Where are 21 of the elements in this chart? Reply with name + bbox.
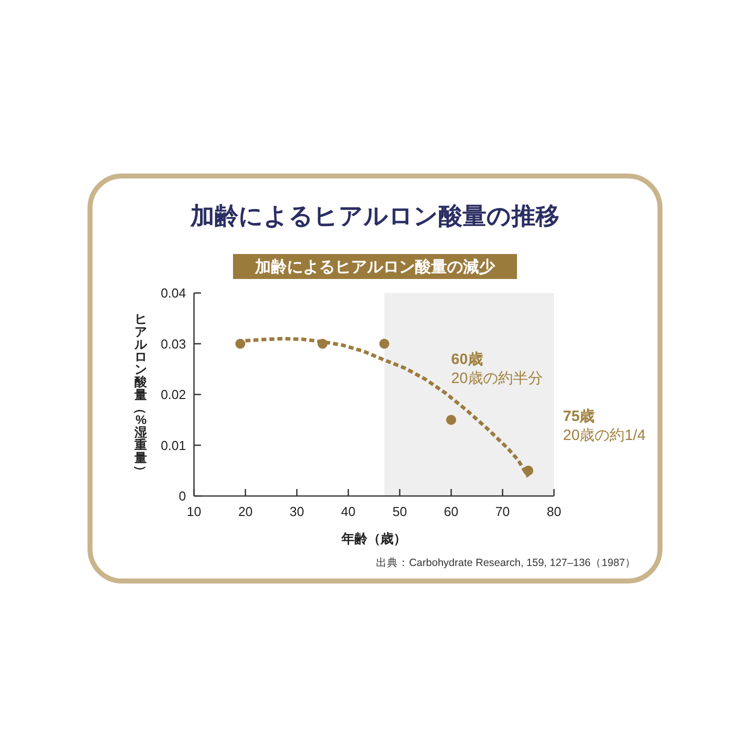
x-tick-label: 50 xyxy=(392,504,407,519)
x-tick-label: 10 xyxy=(186,504,202,519)
title: 加齢によるヒアルロン酸量の推移 xyxy=(190,203,560,230)
x-tick-label: 80 xyxy=(546,504,562,519)
x-tick-label: 60 xyxy=(444,504,458,519)
x-tick-label: 70 xyxy=(495,504,510,519)
chart-subtitle: 加齢によるヒアルロン酸量の減少 xyxy=(254,258,496,276)
x-tick-label: 20 xyxy=(238,504,253,519)
y-tick-label: 0.01 xyxy=(160,438,186,453)
y-tick-label: 0.02 xyxy=(160,387,186,402)
annotation: 出典：Carbohydrate Research, 159, 127–136（1987） xyxy=(376,557,636,569)
xlabel: 年齢（歳） xyxy=(342,531,406,546)
subtitle: 加齢によるヒアルロン酸量の減少 xyxy=(233,254,517,279)
y-tick-label: 0 xyxy=(178,488,186,504)
y-tick-label: 0.04 xyxy=(160,286,186,300)
x-tick-label: 30 xyxy=(290,504,304,519)
x-tick-label: 40 xyxy=(341,504,356,519)
y-tick-label: 0.03 xyxy=(160,336,186,352)
annotation: 75歳 20歳の約1/4 xyxy=(563,408,646,444)
ylabel: ヒアルロン酸量（%湿重量） xyxy=(134,312,148,478)
annotation: 60歳 20歳の約半分 xyxy=(451,350,543,387)
